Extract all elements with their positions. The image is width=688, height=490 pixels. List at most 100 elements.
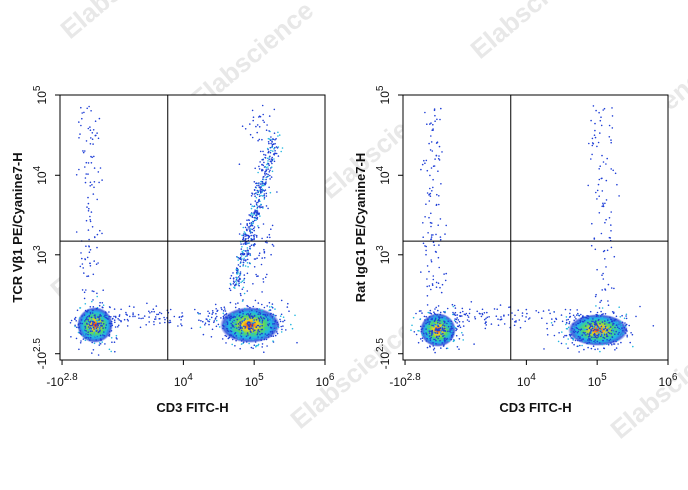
event-dot	[445, 272, 448, 275]
event-dot	[456, 314, 459, 316]
event-dot	[243, 231, 246, 233]
event-dot	[256, 257, 258, 260]
event-dot	[269, 169, 271, 172]
event-dot	[269, 191, 272, 194]
event-dot	[438, 328, 440, 330]
event-dot	[258, 126, 261, 128]
event-dot	[247, 266, 249, 268]
event-dot	[104, 327, 107, 329]
event-dot	[249, 253, 251, 255]
event-dot	[95, 325, 97, 327]
event-dot	[618, 324, 620, 327]
event-dot	[419, 338, 422, 340]
event-dot	[608, 321, 611, 324]
event-dot	[434, 114, 436, 117]
event-dot	[261, 237, 263, 240]
event-dot	[249, 321, 251, 324]
event-dot	[248, 325, 251, 328]
event-dot	[79, 342, 82, 344]
event-dot	[438, 203, 440, 206]
event-dot	[428, 332, 431, 334]
event-dot	[241, 234, 243, 237]
event-dot	[596, 334, 599, 337]
event-dot	[598, 342, 601, 344]
event-dot	[96, 246, 98, 249]
event-dot	[236, 276, 238, 279]
event-dot	[595, 109, 597, 112]
event-dot	[260, 328, 263, 331]
event-dot	[258, 115, 261, 117]
event-dot	[590, 119, 592, 122]
event-dot	[519, 326, 522, 329]
event-dot	[267, 336, 270, 338]
event-dot	[259, 192, 262, 194]
event-dot	[225, 342, 227, 344]
event-dot	[420, 271, 422, 273]
event-dot	[86, 206, 88, 208]
event-dot	[272, 323, 274, 325]
event-dot	[92, 143, 94, 145]
event-dot	[257, 313, 260, 316]
event-dot	[605, 179, 608, 182]
event-dot	[91, 330, 93, 333]
event-dot	[616, 321, 619, 324]
event-dot	[557, 340, 560, 343]
event-dot	[154, 318, 156, 321]
event-dot	[272, 313, 275, 316]
event-dot	[263, 198, 266, 200]
event-dot	[215, 312, 217, 315]
event-dot	[274, 334, 277, 337]
event-dot	[601, 274, 603, 277]
event-dot	[582, 340, 585, 343]
event-dot	[543, 348, 545, 350]
event-dot	[610, 342, 612, 344]
event-dot	[631, 333, 634, 336]
event-dot	[117, 324, 120, 327]
event-dot	[85, 312, 87, 314]
event-dot	[240, 248, 243, 250]
event-dot	[440, 347, 442, 349]
event-dot	[601, 321, 604, 323]
event-dot	[427, 333, 430, 336]
event-dot	[262, 206, 264, 208]
tick-exponent: 3	[375, 245, 386, 251]
event-dot	[248, 228, 250, 230]
event-dot	[558, 332, 560, 334]
event-dot	[430, 318, 433, 321]
event-dot	[132, 315, 134, 318]
event-dot	[236, 331, 238, 334]
event-dot	[92, 299, 94, 301]
event-dot	[274, 150, 276, 152]
event-dot	[114, 350, 116, 353]
event-dot	[546, 334, 549, 336]
event-dot	[258, 252, 261, 254]
event-dot	[433, 347, 436, 350]
tick-base: -10	[378, 352, 392, 370]
event-dot	[253, 266, 256, 268]
event-dot	[594, 348, 596, 351]
event-dot	[237, 271, 239, 273]
event-dot	[511, 318, 514, 320]
event-dot	[273, 108, 276, 111]
event-dot	[483, 312, 486, 314]
event-dot	[261, 346, 264, 348]
event-dot	[251, 136, 254, 139]
event-dot	[228, 326, 230, 328]
event-dot	[204, 324, 206, 326]
tick-exponent: 5	[601, 372, 607, 383]
event-dot	[242, 253, 245, 255]
event-dot	[127, 320, 129, 322]
event-dot	[92, 309, 94, 312]
event-dot	[541, 317, 543, 320]
event-dot	[459, 326, 462, 329]
event-dot	[619, 320, 622, 323]
event-dot	[583, 316, 585, 319]
event-dot	[233, 334, 236, 337]
event-dot	[173, 315, 176, 318]
event-dot	[258, 308, 261, 310]
event-dot	[598, 314, 601, 317]
event-dot	[89, 324, 92, 327]
event-dot	[233, 320, 235, 323]
event-dot	[259, 183, 262, 185]
event-dot	[190, 327, 193, 330]
